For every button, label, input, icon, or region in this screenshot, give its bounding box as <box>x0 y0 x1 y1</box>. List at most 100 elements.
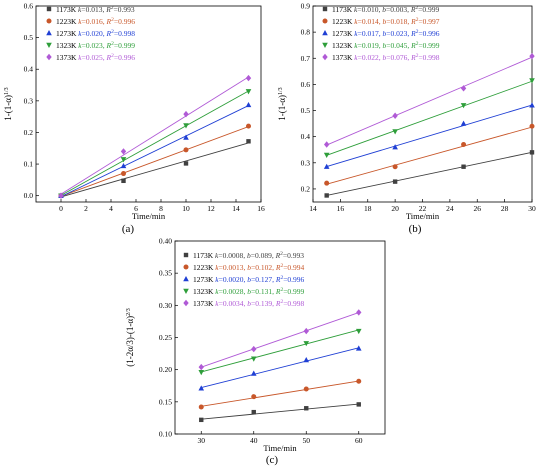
fit-line <box>60 105 249 198</box>
y-tick-label: 0.6 <box>301 80 311 89</box>
data-point <box>198 404 204 410</box>
data-point <box>323 141 330 148</box>
fit-line <box>326 56 533 146</box>
data-point <box>392 179 398 184</box>
y-tick-label: 0.15 <box>159 397 172 406</box>
legend-marker <box>46 18 52 24</box>
data-point <box>529 78 535 84</box>
y-axis-label: 1-(1-α)1/3 <box>3 87 13 120</box>
legend-entry: 1173K k=0.010, b=0.003, R2=0.999 <box>332 5 440 14</box>
legend-marker <box>322 42 328 48</box>
y-tick-label: 0.1 <box>24 160 34 169</box>
y-tick-label: 0.35 <box>159 269 172 278</box>
data-point <box>324 180 330 186</box>
x-tick-label: 26 <box>474 204 482 213</box>
data-point <box>198 370 205 376</box>
y-tick-label: 0.5 <box>24 33 34 42</box>
data-point <box>251 394 257 400</box>
y-tick-label: 0.20 <box>159 365 172 374</box>
data-point <box>324 193 329 198</box>
legend-marker <box>183 299 189 307</box>
data-point <box>251 409 256 415</box>
data-point <box>120 148 127 155</box>
y-tick-label: 0.2 <box>301 184 311 193</box>
y-tick-label: 0.2 <box>24 128 34 137</box>
legend-entry: 1373K k=0.0034, b=0.139, R2=0.998 <box>193 299 305 308</box>
plot-frame <box>35 5 262 203</box>
y-tick-label: 0.0 <box>24 191 34 200</box>
x-tick-label: 22 <box>419 204 427 213</box>
legend-entry: 1173K k=0.013, R2=0.993 <box>56 5 135 14</box>
legend-entry: 1373K k=0.025, R2=0.996 <box>56 53 135 62</box>
x-tick-label: 10 <box>182 204 190 213</box>
fit-line <box>326 104 533 168</box>
legend-marker <box>46 6 52 12</box>
legend-entry: 1223K k=0.0013, b=0.102, R2=0.994 <box>193 263 305 272</box>
data-point <box>460 103 467 109</box>
panel-c: 30 40 50 60 0.10 0.15 0.20 0.25 0.30 0.35 0.40 Time… <box>125 237 386 466</box>
legend-entry: 1273K k=0.0020, b=0.127, R2=0.996 <box>193 275 305 284</box>
data-point <box>250 356 257 362</box>
data-point <box>303 357 310 363</box>
x-tick-label: 2 <box>84 204 88 213</box>
x-tick-label: 30 <box>528 204 536 213</box>
fit-line <box>201 347 359 389</box>
data-point <box>356 309 362 316</box>
fit-line <box>326 126 533 185</box>
y-tick-label: 0.40 <box>159 237 172 246</box>
data-point <box>183 110 189 118</box>
legend-entry: 1223K k=0.014, b=0.018, R2=0.997 <box>332 17 440 26</box>
x-tick-label: 18 <box>364 204 372 213</box>
data-point <box>245 101 252 108</box>
y-tick-label: 0.7 <box>301 54 311 63</box>
y-axis-label: 1-(1-α)1/3 <box>277 87 287 120</box>
data-point <box>355 345 362 351</box>
data-point <box>183 134 189 140</box>
x-tick-label: 16 <box>257 204 265 213</box>
panel-b: 14 16 18 20 22 24 26 28 30 0.2 0.3 0.4 0.5 0.6 0.7 0.8 0… <box>277 2 536 236</box>
data-point <box>198 385 205 391</box>
legend-entry: 1273K k=0.020, R2=0.998 <box>56 29 135 38</box>
y-tick-label: 0.30 <box>159 301 172 310</box>
fit-line <box>201 312 359 368</box>
fit-line <box>201 329 359 373</box>
data-point <box>245 89 252 95</box>
legend-entry: 1173K k=0.0008, b=0.089, R2=0.993 <box>193 251 304 260</box>
y-tick-label: 0.6 <box>24 2 34 11</box>
x-axis-label: Time/min <box>132 211 166 221</box>
legend-marker <box>322 6 328 12</box>
x-tick-label: 14 <box>309 204 317 213</box>
data-point <box>199 417 204 423</box>
data-point <box>251 345 257 353</box>
data-point <box>183 123 189 129</box>
data-point <box>392 164 398 170</box>
y-tick-label: 0.8 <box>301 28 311 37</box>
panel-a: 0 2 4 6 8 10 12 14 16 0.0 0.1 0.2 0.3 0.4 0.5 0.6 Time/m… <box>3 2 265 236</box>
y-tick-label: 0.10 <box>159 430 172 439</box>
legend-entry: 1323K k=0.019, b=0.045, R2=0.999 <box>332 41 440 50</box>
data-point <box>392 112 398 119</box>
legend-marker <box>322 18 328 24</box>
data-point <box>392 129 398 135</box>
fit-line <box>60 126 249 197</box>
data-point <box>323 163 330 169</box>
fit-line <box>60 76 249 195</box>
x-tick-label: 30 <box>198 436 206 445</box>
x-tick-label: 50 <box>303 436 311 445</box>
legend-marker <box>183 288 189 294</box>
legend-entry: 1223K k=0.016, R2=0.996 <box>56 17 135 26</box>
legend-entry: 1373K k=0.022, b=0.076, R2=0.998 <box>332 53 440 62</box>
data-point <box>120 162 127 169</box>
data-point <box>460 120 467 126</box>
x-axis-label: Time/min <box>263 443 297 453</box>
panel-label: (a) <box>122 223 135 235</box>
legend-marker <box>183 276 189 282</box>
data-point <box>121 171 126 177</box>
legend-entry: 1323K k=0.023, R2=0.999 <box>56 41 135 50</box>
legend-marker <box>46 53 52 61</box>
y-tick-label: 0.25 <box>159 333 172 342</box>
x-tick-label: 60 <box>355 436 363 445</box>
legend-marker <box>322 53 328 61</box>
legend-marker <box>46 42 52 48</box>
legend-entry: 1273K k=0.017, b=0.023, R2=0.996 <box>332 29 440 38</box>
